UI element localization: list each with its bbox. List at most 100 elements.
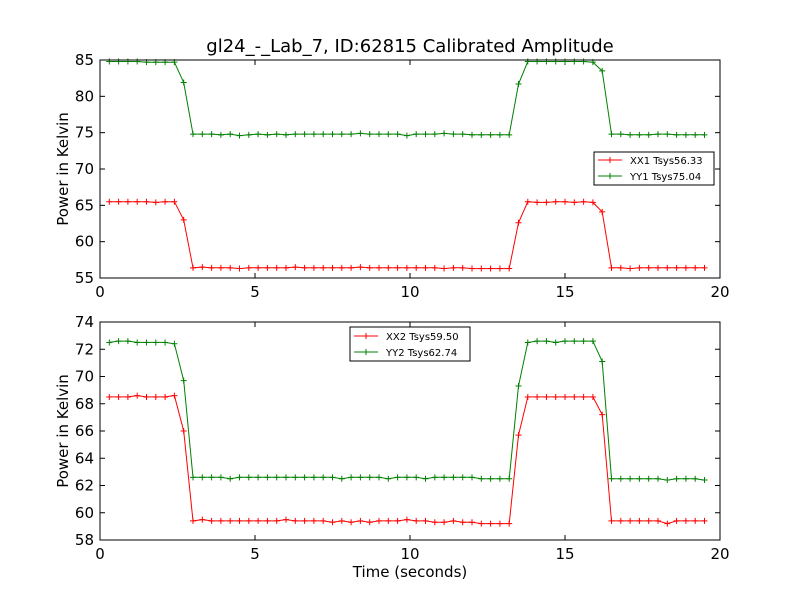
bottom-point-yy2	[208, 474, 215, 481]
bottom-point-yy2	[664, 477, 671, 484]
bottom-point-xx2	[692, 517, 699, 524]
top-series	[106, 58, 708, 272]
top-point-yy1	[376, 131, 382, 138]
top-point-xx1	[580, 198, 587, 205]
top-point-yy1	[134, 58, 141, 65]
bottom-point-yy2	[283, 474, 289, 481]
bottom-point-yy2	[152, 339, 159, 346]
top-point-xx1	[487, 265, 494, 272]
bottom-point-yy2	[180, 377, 187, 384]
bottom-point-xx2	[348, 519, 355, 526]
bottom-point-xx2	[599, 411, 606, 418]
top-point-xx1	[478, 265, 485, 272]
top-point-yy1	[301, 131, 308, 138]
top-point-yy1	[506, 131, 513, 138]
top-y-tick-label: 65	[75, 196, 94, 214]
top-point-yy1	[320, 131, 327, 138]
bottom-point-xx2	[441, 519, 448, 526]
top-legend-label-xx1: XX1 Tsys56.33	[630, 156, 703, 167]
bottom-point-xx2	[180, 428, 187, 434]
bottom-point-yy2	[301, 474, 308, 481]
top-point-xx1	[180, 216, 187, 223]
bottom-y-tick-label: 60	[75, 504, 94, 522]
top-point-xx1	[450, 264, 457, 271]
bottom-point-yy2	[227, 475, 234, 482]
bottom-point-xx2	[655, 517, 661, 524]
bottom-point-yy2	[264, 474, 271, 481]
top-ticks: 0 5 10 15 20 55 60 65 70 75 80 85	[75, 51, 730, 301]
top-point-xx1	[562, 198, 568, 205]
bottom-point-xx2	[124, 393, 131, 400]
top-point-yy1	[459, 131, 466, 138]
bottom-point-yy2	[599, 358, 606, 365]
top-point-xx1	[115, 198, 122, 205]
top-legend-label-yy1: YY1 Tsys75.04	[629, 172, 701, 183]
bottom-point-yy2	[422, 475, 429, 482]
top-point-xx1	[320, 264, 327, 271]
top-point-yy1	[692, 131, 699, 138]
bottom-point-yy2	[450, 474, 457, 481]
bottom-point-xx2	[608, 517, 615, 524]
bottom-point-yy2	[645, 475, 652, 482]
bottom-point-yy2	[329, 474, 336, 481]
top-point-yy1	[413, 131, 420, 138]
bottom-point-xx2	[496, 520, 503, 527]
top-point-xx1	[366, 264, 373, 271]
bottom-point-xx2	[376, 517, 382, 524]
bottom-point-xx2	[152, 393, 159, 400]
top-point-xx1	[552, 198, 559, 205]
bottom-point-xx2	[534, 393, 541, 400]
bottom-point-yy2	[636, 475, 643, 482]
bottom-point-xx2	[301, 517, 308, 524]
top-point-yy1	[264, 131, 271, 138]
top-point-yy1	[701, 131, 708, 138]
bottom-point-xx2	[236, 517, 243, 524]
top-x-tick-label: 5	[250, 283, 260, 301]
bottom-x-tick-label: 5	[250, 545, 260, 563]
chart-title: gl24_-_Lab_7, ID:62815 Calibrated Amplit…	[206, 36, 613, 57]
bottom-point-xx2	[217, 517, 224, 524]
bottom-point-yy2	[115, 338, 122, 345]
bottom-point-xx2	[524, 393, 531, 400]
top-point-yy1	[580, 58, 587, 65]
top-point-xx1	[357, 264, 364, 271]
bottom-series	[106, 338, 708, 527]
bottom-point-xx2	[645, 517, 652, 524]
top-point-yy1	[543, 58, 550, 65]
top-point-xx1	[627, 265, 634, 272]
top-point-yy1	[431, 131, 438, 138]
bottom-point-yy2	[171, 340, 178, 347]
top-point-yy1	[106, 58, 113, 65]
bottom-point-yy2	[199, 474, 206, 481]
top-point-xx1	[692, 264, 699, 271]
top-legend-marker-yy1	[607, 173, 613, 179]
bottom-point-xx2	[106, 393, 113, 400]
top-point-xx1	[292, 264, 299, 271]
bottom-point-yy2	[143, 339, 150, 346]
bottom-point-xx2	[190, 517, 196, 524]
top-legend: XX1 Tsys56.33 YY1 Tsys75.04	[593, 151, 715, 186]
top-point-xx1	[394, 264, 401, 271]
bottom-point-yy2	[245, 474, 252, 481]
bottom-point-yy2	[236, 474, 243, 481]
bottom-y-tick-label: 68	[75, 395, 94, 413]
top-point-yy1	[655, 131, 661, 138]
top-point-xx1	[227, 264, 234, 271]
bottom-point-yy2	[441, 474, 448, 481]
top-point-yy1	[180, 79, 187, 86]
top-point-yy1	[348, 131, 355, 138]
bottom-point-yy2	[357, 474, 364, 481]
bottom-y-tick-label: 62	[75, 477, 94, 495]
bottom-point-xx2	[283, 516, 289, 523]
top-point-xx1	[217, 264, 224, 271]
bottom-point-yy2	[134, 339, 141, 346]
top-point-xx1	[496, 265, 503, 272]
bottom-point-xx2	[617, 517, 624, 524]
bottom-point-xx2	[469, 519, 475, 526]
bottom-legend: XX2 Tsys59.50 YY2 Tsys62.74	[349, 326, 471, 362]
bottom-point-xx2	[143, 393, 150, 400]
top-point-xx1	[589, 199, 596, 206]
top-point-yy1	[366, 131, 373, 138]
top-point-yy1	[329, 131, 336, 138]
top-point-yy1	[515, 80, 522, 87]
